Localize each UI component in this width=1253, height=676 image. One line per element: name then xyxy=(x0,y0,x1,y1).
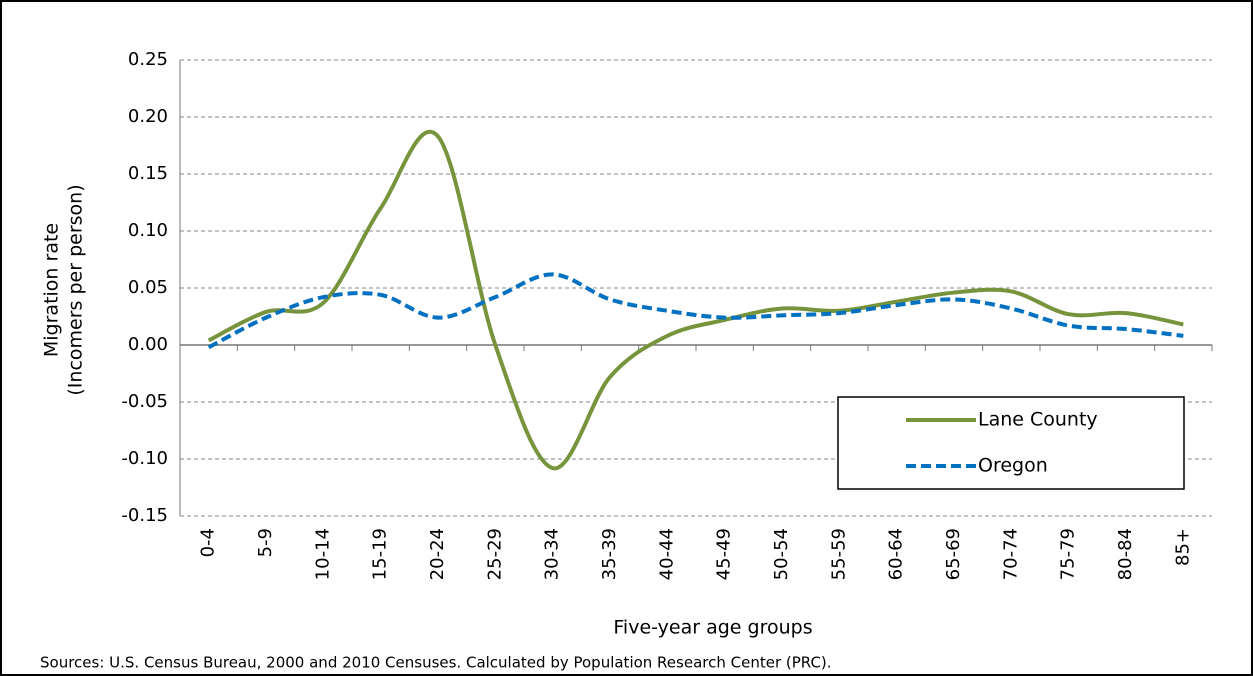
y-tick-label: 0.05 xyxy=(128,277,168,298)
y-axis-title: Migration rate (Incomers per person) xyxy=(41,184,87,395)
y-tick-label: -0.15 xyxy=(121,505,168,526)
x-tick-label: 45-49 xyxy=(714,528,735,580)
x-tick-label: 0-4 xyxy=(198,528,219,557)
legend-box xyxy=(837,396,1185,490)
series-line xyxy=(207,129,1184,471)
x-tick-label: 15-19 xyxy=(370,528,391,580)
x-tick-label: 75-79 xyxy=(1058,528,1079,580)
x-axis-title: Five-year age groups xyxy=(613,617,812,639)
y-tick-label: 0.15 xyxy=(128,163,168,184)
y-axis-title-line: (Incomers per person) xyxy=(65,184,87,395)
x-tick-label: 5-9 xyxy=(255,528,276,557)
x-tick-label: 40-44 xyxy=(656,528,677,580)
source-note: Sources: U.S. Census Bureau, 2000 and 20… xyxy=(40,654,832,672)
x-tick-label: 70-74 xyxy=(1000,528,1021,580)
legend-label: Oregon xyxy=(978,455,1048,477)
x-tick-label: 85+ xyxy=(1172,528,1193,566)
y-axis-title-line: Migration rate xyxy=(41,223,63,357)
y-tick-label: 0.25 xyxy=(128,49,168,70)
x-tick-label: 50-54 xyxy=(771,528,792,580)
y-tick-label: 0.10 xyxy=(128,220,168,241)
x-tick-label: 60-64 xyxy=(886,528,907,580)
y-tick-label: 0.00 xyxy=(128,334,168,355)
x-tick-label: 25-29 xyxy=(484,528,505,580)
x-tick-label: 30-34 xyxy=(542,528,563,580)
legend-label: Lane County xyxy=(978,409,1098,431)
y-tick-label: -0.05 xyxy=(121,391,168,412)
y-tick-label: 0.20 xyxy=(128,106,168,127)
x-tick-label: 20-24 xyxy=(427,528,448,580)
x-tick-label: 55-59 xyxy=(828,528,849,580)
x-tick-label: 10-14 xyxy=(312,528,333,580)
x-tick-label: 80-84 xyxy=(1115,528,1136,580)
legend: Lane County Oregon xyxy=(837,396,1185,490)
series-line xyxy=(207,272,1184,350)
x-tick-label: 65-69 xyxy=(943,528,964,580)
x-tick-label: 35-39 xyxy=(599,528,620,580)
y-tick-label: -0.10 xyxy=(121,448,168,469)
